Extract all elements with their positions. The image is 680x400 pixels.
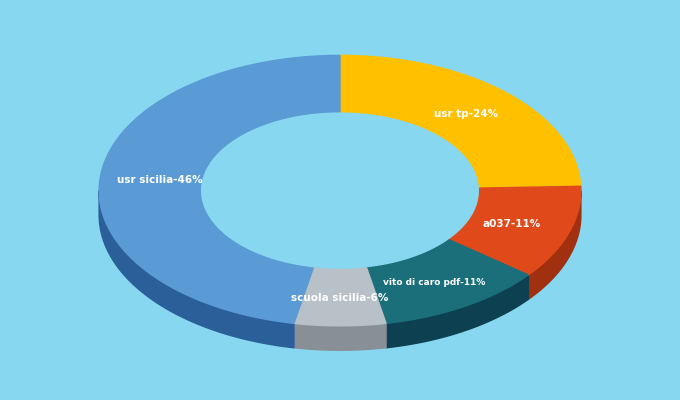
Polygon shape [313,268,367,294]
Polygon shape [201,191,313,292]
Polygon shape [294,268,386,326]
Polygon shape [386,275,528,348]
Polygon shape [449,191,479,264]
Polygon shape [367,240,528,323]
Polygon shape [294,323,386,350]
Polygon shape [528,191,581,299]
Text: scuola sicilia-6%: scuola sicilia-6% [291,293,389,303]
Polygon shape [340,55,581,188]
Polygon shape [449,186,581,275]
Text: usr sicilia-46%: usr sicilia-46% [117,175,203,185]
Text: a037-11%: a037-11% [482,219,541,229]
Polygon shape [367,240,449,292]
Polygon shape [99,191,294,348]
Text: vito di caro pdf-11%: vito di caro pdf-11% [383,278,485,287]
Polygon shape [99,55,340,323]
Text: usr tp-24%: usr tp-24% [434,109,498,119]
